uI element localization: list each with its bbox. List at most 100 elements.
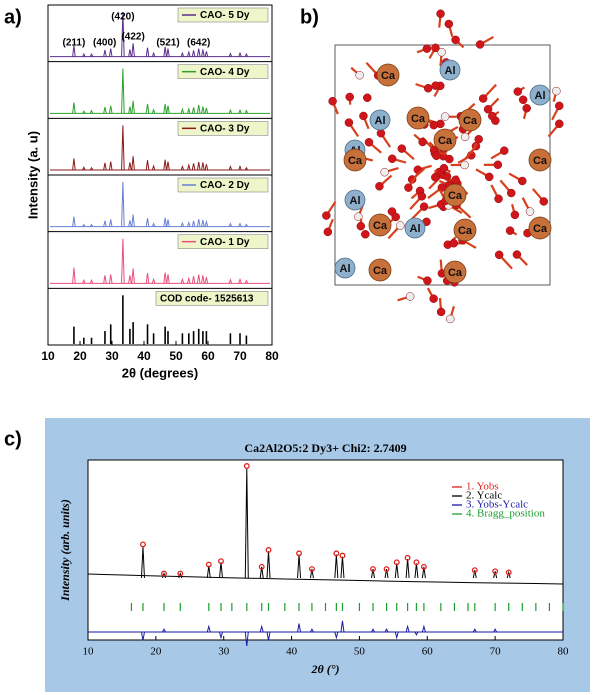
oxygen-atom — [359, 111, 368, 121]
peak — [103, 275, 107, 284]
oxygen-atom — [423, 276, 432, 285]
oxygen-atom — [449, 238, 459, 248]
peak — [72, 216, 76, 227]
peak — [166, 274, 170, 284]
peak — [145, 218, 150, 227]
peak-annotation: (400) — [93, 38, 116, 49]
difference-peak — [334, 631, 339, 640]
obs-point — [492, 568, 499, 575]
peak — [121, 11, 125, 57]
atom-label: Ca — [448, 267, 463, 279]
peak — [103, 49, 107, 57]
ca-atom — [406, 106, 430, 130]
peak — [228, 278, 233, 284]
peak — [163, 159, 167, 171]
obs-point — [243, 463, 250, 469]
calc-peak — [506, 570, 511, 579]
peak — [121, 125, 125, 171]
peak — [72, 102, 76, 114]
obs-point — [393, 559, 400, 566]
oxygen-atom — [322, 211, 331, 220]
peak — [244, 109, 249, 114]
peak — [151, 164, 156, 171]
legend-box — [177, 7, 269, 23]
peak — [72, 158, 76, 171]
oxygen-atom — [494, 250, 504, 260]
atom-label: Ca — [458, 225, 473, 237]
x-tick-label: 30 — [218, 646, 230, 658]
x-tick-label: 80 — [558, 646, 570, 658]
difference-peak — [219, 631, 223, 640]
peak — [228, 108, 233, 114]
al-atom — [439, 59, 461, 81]
oxygen-atom — [475, 40, 485, 49]
peak — [163, 217, 167, 227]
x-tick-label: 40 — [286, 646, 298, 658]
oxygen-atom — [505, 226, 515, 235]
peak — [89, 278, 94, 284]
oxygen-atom — [391, 212, 400, 222]
al-atom — [344, 189, 366, 211]
oxygen-atom — [525, 207, 535, 216]
x-tick-label: 50 — [354, 646, 366, 658]
peak — [201, 49, 205, 57]
peak — [121, 68, 125, 114]
legend-label: 3. Yobs-Ycalc — [466, 499, 528, 511]
calc-peak — [340, 556, 345, 579]
atom-label: Al — [535, 90, 546, 102]
y-axis-label: Intensity (arb. units) — [58, 499, 72, 602]
peak — [166, 161, 170, 171]
oxygen-atom — [328, 96, 337, 106]
oxygen-atom — [440, 112, 450, 121]
peak — [72, 267, 76, 284]
oxygen-atom — [423, 83, 433, 93]
peak — [228, 222, 233, 227]
x-axis-label: 2θ (degrees) — [122, 365, 198, 380]
atom-label: Ca — [533, 155, 548, 167]
calc-peak — [219, 562, 223, 579]
legend-label: CAO- 4 Dy — [200, 67, 250, 78]
peak-annotation: (211) — [63, 38, 86, 49]
ca-atom — [443, 260, 467, 284]
atom-label: Ca — [411, 113, 426, 125]
x-tick-label: 60 — [422, 646, 434, 658]
difference-peak — [414, 631, 419, 636]
peak — [163, 46, 167, 57]
atom-label: Al — [375, 115, 386, 127]
x-tick-label: 30 — [105, 349, 119, 363]
obs-point — [140, 541, 146, 548]
ca-atom — [528, 216, 552, 240]
atom-label: Ca — [533, 223, 548, 235]
peak — [180, 164, 185, 171]
oxygen-atom — [364, 138, 374, 147]
atom-label: Ca — [348, 155, 363, 167]
difference-peak — [140, 631, 145, 641]
ca-atom — [528, 148, 552, 172]
ca-atom — [376, 63, 400, 87]
oxygen-atom — [431, 81, 440, 90]
oxygen-atom — [437, 47, 446, 57]
peak — [151, 277, 156, 284]
obs-point — [218, 558, 224, 565]
difference-peak — [206, 624, 211, 633]
peak — [145, 160, 150, 171]
peak — [121, 238, 125, 284]
oxygen-atom — [445, 314, 455, 324]
peak — [201, 106, 205, 114]
calc-peak — [394, 563, 399, 579]
difference-peak — [493, 628, 498, 633]
peak — [244, 52, 249, 57]
ca-atom — [368, 213, 392, 237]
obs-point — [333, 550, 340, 557]
ca-atom — [443, 183, 467, 207]
peak — [163, 272, 167, 284]
peak — [82, 278, 86, 284]
panel-label: c) — [4, 428, 22, 450]
oxygen-atom — [417, 192, 427, 201]
atom-label: Al — [340, 263, 351, 275]
oxygen-atom — [344, 118, 354, 127]
peak — [89, 109, 94, 114]
peak — [128, 49, 132, 57]
x-tick-label: 40 — [137, 349, 151, 363]
